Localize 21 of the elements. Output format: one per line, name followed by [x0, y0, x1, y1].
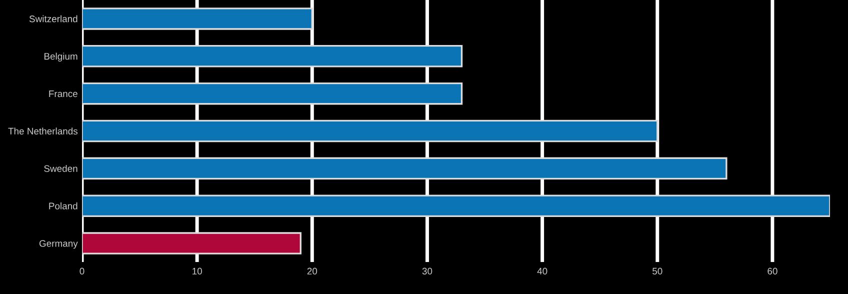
x-tick-label: 30 — [422, 268, 432, 274]
y-tick-label: The Netherlands — [8, 128, 78, 135]
y-tick-label: Germany — [39, 240, 78, 249]
y-tick-label: Poland — [49, 202, 78, 210]
y-tick-label: Sweden — [44, 165, 78, 172]
bar — [82, 194, 830, 217]
x-tick-label: 40 — [537, 268, 548, 274]
x-tick-label: 20 — [307, 268, 318, 274]
bar — [82, 232, 302, 254]
bar — [82, 157, 728, 180]
bar — [82, 8, 313, 30]
x-tick-label: 10 — [192, 268, 202, 274]
bar — [82, 82, 463, 105]
x-tick-label: 60 — [768, 268, 778, 274]
y-tick-label: France — [49, 90, 78, 98]
y-tick-label: Belgium — [44, 52, 78, 62]
bar — [82, 120, 658, 142]
x-tick-label: 0 — [80, 268, 84, 274]
y-tick-label: Switzerland — [29, 15, 78, 22]
x-tick-label: 50 — [652, 268, 662, 274]
bar — [82, 45, 463, 68]
